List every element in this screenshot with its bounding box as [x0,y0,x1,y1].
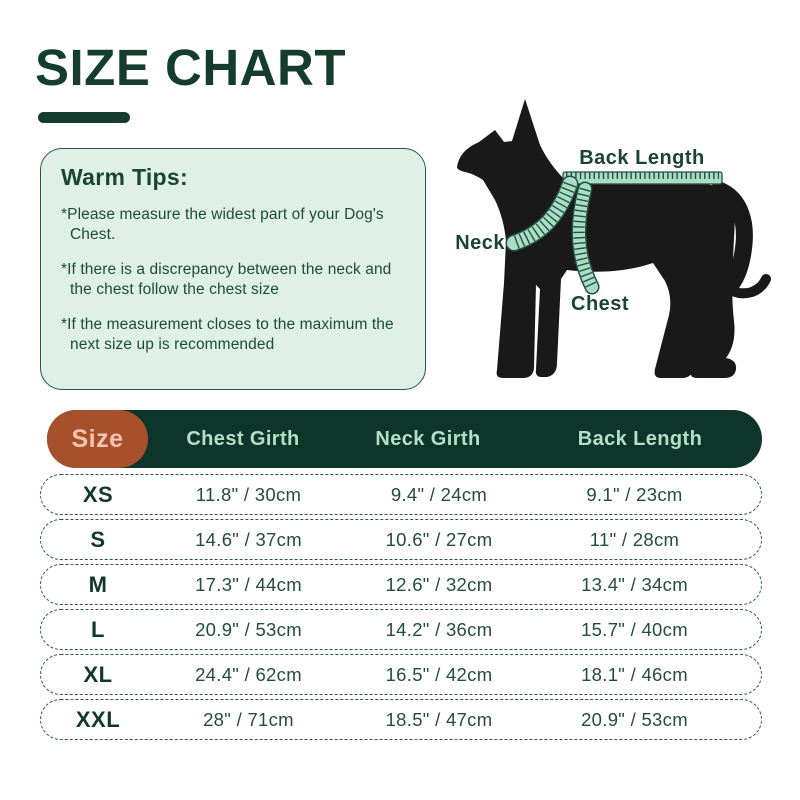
chest-girth-cell: 20.9" / 53cm [195,618,302,640]
title-underline [38,112,130,123]
neck-girth-cell: 9.4" / 24cm [390,483,488,505]
size-table-header: Size Chest Girth Neck Girth Back Length [47,410,762,468]
neck-tape [505,175,579,252]
table-row-xl: XL 24.4" / 62cm 16.5" / 42cm 18.1" / 46c… [40,654,762,695]
back-length-label: Back Length [579,147,705,169]
dog-tail-tip [723,274,771,299]
dog-diagram-svg: Back Length Neck Chest [455,99,771,378]
chest-label: Chest [571,293,629,315]
neck-girth-cell: 12.6" / 32cm [385,573,493,595]
back-length-cell: 13.4" / 34cm [581,573,688,595]
warm-tip-item: *If there is a discrepancy between the n… [61,260,392,299]
page-title: SIZE CHART [35,39,346,96]
table-row-s: S 14.6" / 37cm 10.6" / 27cm 11" / 28cm [40,519,762,560]
chest-girth-cell: 11.8" / 30cm [195,483,302,505]
warm-tip-item: *Please measure the widest part of your … [61,206,384,244]
warm-tips-box: Warm Tips: *Please measure the widest pa… [40,148,426,390]
size-cell: XXL [75,706,121,732]
column-header-back-length: Back Length [577,427,703,450]
dog-silhouette [457,99,737,378]
dog-measurement-diagram: Back Length Neck Chest [443,83,793,403]
back-length-ruler [562,171,723,185]
neck-girth-cell: 18.5" / 47cm [385,708,493,730]
chest-girth-cell: 28" / 71cm [203,708,294,730]
back-length-cell: 9.1" / 23cm [586,483,683,505]
table-row-l: L 20.9" / 53cm 14.2" / 36cm 15.7" / 40cm [40,609,762,650]
size-badge: Size [47,410,148,468]
back-length-cell: 15.7" / 40cm [581,618,688,640]
size-table-body: XS 11.8" / 30cm 9.4" / 24cm 9.1" / 23cm … [40,474,762,744]
neck-label: Neck [455,232,505,254]
size-cell: XL [83,661,113,687]
dog-tail [710,181,753,297]
back-length-cell: 11" / 28cm [589,528,680,550]
back-length-cell: 20.9" / 53cm [581,708,688,730]
column-header-neck-girth: Neck Girth [375,427,481,450]
column-header-chest-girth: Chest Girth [186,427,300,450]
size-cell: S [90,526,106,552]
neck-girth-cell: 16.5" / 42cm [385,663,493,685]
chest-girth-cell: 24.4" / 62cm [195,663,302,685]
size-cell: L [91,616,105,642]
warm-tip-item: *If the measurement closes to the maximu… [61,315,394,354]
neck-girth-cell: 10.6" / 27cm [385,528,493,550]
chest-girth-cell: 17.3" / 44cm [195,573,302,595]
size-cell: M [88,571,108,597]
table-row-xs: XS 11.8" / 30cm 9.4" / 24cm 9.1" / 23cm [40,474,762,515]
chest-tape [571,181,600,295]
neck-girth-cell: 14.2" / 36cm [385,618,493,640]
warm-tips-heading: Warm Tips: [61,164,188,190]
back-length-cell: 18.1" / 46cm [581,663,688,685]
size-cell: XS [82,481,114,507]
table-row-xxl: XXL 28" / 71cm 18.5" / 47cm 20.9" / 53cm [40,699,762,740]
chest-girth-cell: 14.6" / 37cm [195,528,302,550]
table-row-m: M 17.3" / 44cm 12.6" / 32cm 13.4" / 34cm [40,564,762,605]
